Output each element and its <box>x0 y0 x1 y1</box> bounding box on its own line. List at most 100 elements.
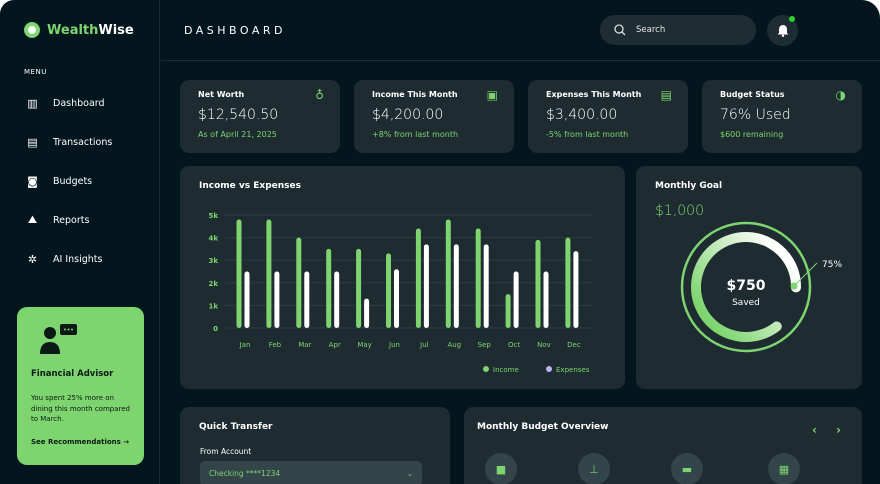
x-tick-label: Mar <box>298 341 311 349</box>
bar-income <box>266 219 272 328</box>
advisor-icon <box>40 324 77 354</box>
bar-expenses <box>543 271 549 328</box>
quick-transfer-title: Quick Transfer <box>199 422 273 432</box>
x-tick-label: Apr <box>329 341 341 349</box>
stat-card-income: Income This Month $4,200.00 +8% from last … <box>354 80 514 153</box>
sidebar-item-ai-insights[interactable]: ✲ AI Insights <box>26 249 146 269</box>
from-account-value: Checking ****1234 <box>209 469 281 478</box>
bar-income <box>565 237 571 328</box>
stat-sub: +8% from last month <box>372 130 459 139</box>
logo[interactable]: WealthWise <box>24 22 134 38</box>
search-icon <box>614 24 626 36</box>
x-tick-label: Dec <box>567 341 581 349</box>
gauge-progress-arc <box>691 232 801 342</box>
bar-expenses <box>274 271 280 328</box>
y-tick-label: 3k <box>208 257 218 265</box>
stat-label: Expenses This Month <box>546 90 642 99</box>
monthly-budget-overview-card: Monthly Budget Overview ‹ › ■ ⊥ ▬ ▦ <box>464 407 862 484</box>
y-tick-label: 1k <box>208 302 218 310</box>
sidebar-item-dashboard[interactable]: ▥ Dashboard <box>26 93 146 113</box>
dining-icon[interactable]: ⊥ <box>578 453 610 484</box>
from-account-select[interactable]: Checking ****1234 ⌄ <box>200 461 422 484</box>
x-tick-label: Feb <box>269 341 282 349</box>
x-tick-label: May <box>357 341 371 349</box>
sidebar-item-reports[interactable]: ⛰ Reports <box>26 210 146 230</box>
gauge-outer-ring <box>680 221 812 353</box>
sidebar-item-label: Dashboard <box>53 97 105 109</box>
legend-label: Income <box>493 366 519 374</box>
transport-icon[interactable]: ▦ <box>768 453 800 484</box>
page-title: DASHBOARD <box>184 24 287 37</box>
income-vs-expenses-card: Income vs Expenses 0 1k 2k 3k 4k 5k Jan Feb Mar A… <box>180 166 625 389</box>
legend-label: Expenses <box>556 366 590 374</box>
bell-icon <box>777 25 788 37</box>
chart-title: Income vs Expenses <box>199 181 301 191</box>
bar-expenses <box>244 271 250 328</box>
search-placeholder: Search <box>636 25 666 35</box>
y-tick-label: 0 <box>213 325 218 333</box>
gauge-pointer-line <box>793 262 818 287</box>
see-recommendations-link[interactable]: See Recommendations → <box>31 438 130 446</box>
receipt-icon: ▤ <box>660 88 672 102</box>
sidebar: WealthWise MENU ▥ Dashboard ▤ Transactions… <box>0 0 160 484</box>
receipt-icon: ▤ <box>27 135 38 149</box>
wallet-icon: ◙ <box>27 174 38 188</box>
budget-overview-title: Monthly Budget Overview <box>477 422 609 432</box>
chevron-right-icon[interactable]: › <box>836 423 841 437</box>
brain-icon: ✲ <box>27 252 38 266</box>
sidebar-item-label: AI Insights <box>53 253 103 265</box>
x-tick-label: Aug <box>447 341 461 349</box>
sidebar-item-budgets[interactable]: ◙ Budgets <box>26 171 146 191</box>
bar-expenses <box>513 271 519 328</box>
header: DASHBOARD Search <box>161 0 880 61</box>
stat-label: Budget Status <box>720 90 785 99</box>
bar-expenses <box>483 244 489 328</box>
bar-expenses <box>304 271 310 328</box>
stat-value: $12,540.50 <box>198 107 279 123</box>
from-account-label: From Account <box>200 447 252 456</box>
sidebar-item-label: Budgets <box>53 175 93 187</box>
stat-sub: -5% from last month <box>546 130 629 139</box>
chevron-down-icon: ⌄ <box>406 469 413 478</box>
x-tick-label: Jan <box>239 341 251 349</box>
y-tick-label: 5k <box>208 212 218 220</box>
legend-swatch <box>546 366 552 372</box>
bills-icon[interactable]: ▬ <box>671 453 703 484</box>
goal-saved-value: $750 <box>727 278 766 294</box>
menu-label: MENU <box>24 68 47 76</box>
shopping-bag-icon[interactable]: ■ <box>485 453 517 484</box>
bar-income <box>356 248 362 328</box>
chevron-left-icon[interactable]: ‹ <box>812 423 817 437</box>
legend-swatch <box>483 366 489 372</box>
bar-income <box>445 219 451 328</box>
goal-gauge: 75% $750 Saved <box>680 221 842 353</box>
gauge-percent-label: 75% <box>822 260 842 270</box>
stat-card-expenses: Expenses This Month $3,400.00 -5% from las… <box>528 80 688 153</box>
stat-value: 76% Used <box>720 107 791 123</box>
stat-card-budget-status: Budget Status 76% Used $600 remaining ◑ <box>702 80 862 153</box>
bar-income <box>296 237 302 328</box>
bar-expenses <box>334 271 340 328</box>
brand-part1: Wealth <box>47 22 99 38</box>
goal-title: Monthly Goal <box>655 181 723 191</box>
bar-income <box>475 228 481 328</box>
financial-advisor-card: Financial Advisor You spent 25% more on … <box>17 307 144 465</box>
bar-income <box>415 228 421 328</box>
x-tick-label: Sep <box>478 341 492 349</box>
x-tick-label: Oct <box>508 341 520 349</box>
goal-target: $1,000 <box>655 203 704 219</box>
search-input[interactable]: Search <box>600 15 756 45</box>
stat-card-net-worth: Net Worth $12,540.50 As of April 21, 2025 ♁ <box>180 80 340 153</box>
bar-expenses <box>394 269 399 328</box>
sidebar-item-label: Reports <box>53 214 90 226</box>
bar-income <box>236 219 242 328</box>
advisor-text: You spent 25% more on dining this month … <box>31 394 130 423</box>
y-tick-label: 2k <box>208 280 218 288</box>
bar-expenses <box>423 244 429 328</box>
sidebar-item-transactions[interactable]: ▤ Transactions <box>26 132 146 152</box>
bar-income <box>505 294 511 328</box>
stat-value: $4,200.00 <box>372 107 444 123</box>
notifications-button[interactable] <box>767 15 798 46</box>
quick-transfer-card: Quick Transfer From Account Checking ***… <box>180 407 450 484</box>
